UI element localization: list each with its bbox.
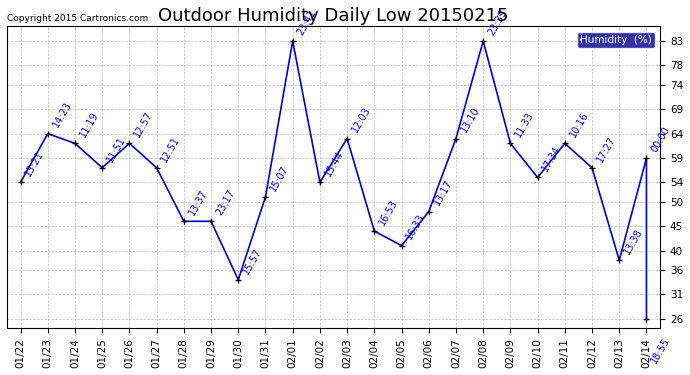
- Text: 12:57: 12:57: [132, 110, 155, 139]
- Text: 15:07: 15:07: [268, 164, 291, 193]
- Legend: Humidity  (%): Humidity (%): [577, 32, 655, 48]
- Text: 13:10: 13:10: [459, 105, 482, 134]
- Text: 11:19: 11:19: [78, 110, 100, 139]
- Text: 11:51: 11:51: [105, 134, 128, 164]
- Text: 10:16: 10:16: [568, 110, 590, 139]
- Text: 18:55: 18:55: [649, 335, 672, 364]
- Text: 23:41: 23:41: [295, 8, 318, 37]
- Text: 13:21: 13:21: [23, 149, 46, 178]
- Text: 16:53: 16:53: [377, 198, 400, 227]
- Text: 11:33: 11:33: [513, 110, 535, 139]
- Text: 12:51: 12:51: [159, 134, 182, 164]
- Text: 13:17: 13:17: [431, 178, 454, 207]
- Text: 16:33: 16:33: [404, 213, 427, 242]
- Text: 17:27: 17:27: [595, 134, 618, 164]
- Text: 15:57: 15:57: [241, 246, 264, 276]
- Text: 15:44: 15:44: [323, 149, 345, 178]
- Title: Outdoor Humidity Daily Low 20150215: Outdoor Humidity Daily Low 20150215: [158, 7, 509, 25]
- Text: 12:03: 12:03: [350, 105, 373, 134]
- Text: 17:34: 17:34: [540, 144, 563, 173]
- Text: 13:38: 13:38: [622, 227, 644, 256]
- Text: 00:00: 00:00: [649, 125, 672, 154]
- Text: 13:37: 13:37: [186, 188, 209, 217]
- Text: 14:23: 14:23: [50, 100, 73, 129]
- Text: 23:39: 23:39: [486, 8, 509, 37]
- Text: Copyright 2015 Cartronics.com: Copyright 2015 Cartronics.com: [7, 15, 148, 24]
- Text: 23:17: 23:17: [214, 188, 237, 217]
